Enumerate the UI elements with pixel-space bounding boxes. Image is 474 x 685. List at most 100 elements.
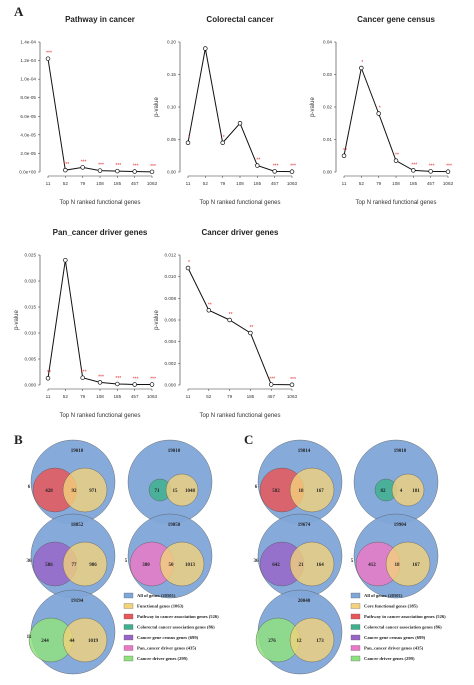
x-tick-label: 11 <box>186 394 191 399</box>
legend-swatch <box>350 603 361 609</box>
legend-swatch <box>350 592 361 599</box>
line-chart-4: Pan_cancer driver genes 0.000 0.005 0.010 0.… <box>14 228 158 419</box>
y-axis-label: p-value <box>14 310 20 330</box>
x-tick-label: 79 <box>80 394 86 399</box>
legend-swatch <box>123 624 134 630</box>
venn-overlap-count: 4 <box>400 489 403 494</box>
y-tick-label: 0.005 <box>25 357 37 362</box>
x-tick-label: 11 <box>46 181 51 186</box>
venn-c-3: 19674 36 642 21 164 <box>254 513 343 599</box>
y-tick-label: 0.00 <box>167 170 176 175</box>
venn-right-count: 167 <box>412 563 420 568</box>
venn-inner-count: 642 <box>272 563 280 568</box>
x-tick-label: 52 <box>63 181 69 186</box>
data-point <box>63 167 68 173</box>
legend-swatch <box>123 613 134 620</box>
significance-label: *** <box>81 370 87 376</box>
x-tick-label: 11 <box>46 394 51 399</box>
x-tick-label: 457 <box>267 394 275 399</box>
venn-b-2: 19010 71 15 1048 <box>127 439 213 525</box>
x-tick-label: 52 <box>63 394 69 399</box>
significance-label: ** <box>343 148 347 154</box>
venn-right-count: 971 <box>89 489 97 494</box>
venn-functional-set <box>391 473 425 507</box>
data-point <box>45 56 51 61</box>
significance-label: *** <box>273 163 279 169</box>
y-tick-label: 2.0e-05 <box>20 151 36 156</box>
y-tick-label: 0.004 <box>165 339 177 344</box>
legend-entry: Pan_cancer driver genes (435) <box>364 646 424 651</box>
venn-total-count: 19674 <box>298 523 311 528</box>
significance-label: *** <box>150 164 156 170</box>
legend-entry: Cancer driver genes (299) <box>137 656 188 661</box>
venn-total-count: 19050 <box>168 523 181 528</box>
data-point <box>428 169 433 174</box>
x-tick-label: 79 <box>80 181 86 186</box>
data-point <box>206 308 212 313</box>
data-point <box>376 111 381 116</box>
venn-overlap-count: 50 <box>169 563 175 568</box>
legend-swatch <box>350 613 361 620</box>
x-tick-label: 185 <box>247 394 255 399</box>
y-tick-label: 0.05 <box>167 137 176 142</box>
venn-overlap-count: 18 <box>395 563 401 568</box>
x-tick-label: 1063 <box>147 181 158 186</box>
venn-right-count: 1019 <box>88 639 99 644</box>
chart-title: Cancer gene census <box>357 15 435 24</box>
venn-left-count: 36 <box>27 559 33 564</box>
venn-c-1: 19814 6 502 18 167 <box>255 439 343 525</box>
venn-inner-count: 412 <box>368 563 376 568</box>
panel-label-c: C <box>244 432 254 447</box>
significance-label: *** <box>290 164 296 170</box>
data-point <box>97 168 103 173</box>
data-point <box>63 257 68 263</box>
x-tick-label: 108 <box>236 181 244 186</box>
venn-total-count: 19010 <box>394 449 407 454</box>
venn-functional-set <box>165 473 199 507</box>
line-chart-1: Pathway in cancer 0.0e+00 2.0e-05 4.0e-05 6.… <box>19 15 157 206</box>
legend-entry: Pathway in cancer association genes (526… <box>364 614 446 619</box>
y-tick-label: 6.0e-05 <box>20 114 36 119</box>
legend-c: All of genes (20501) Core functional gene… <box>350 592 446 662</box>
venn-inner-count: 502 <box>272 489 280 494</box>
venn-right-count: 167 <box>316 489 324 494</box>
significance-label: ** <box>256 158 260 164</box>
venn-right-count: 1013 <box>185 563 196 568</box>
venn-overlap-count: 12 <box>297 639 303 644</box>
x-axis-label: Top N ranked functional genes <box>199 200 280 206</box>
data-point <box>97 380 103 385</box>
series-line <box>47 260 152 385</box>
x-tick-label: 185 <box>253 181 261 186</box>
significance-label: ** <box>249 325 253 331</box>
venn-total-count: 19904 <box>394 523 407 528</box>
legend-entry: Colorectal cancer association genes (86) <box>137 625 215 630</box>
data-point <box>80 375 85 380</box>
chart-title: Pathway in cancer <box>65 15 135 24</box>
y-tick-label: 0.04 <box>323 40 332 45</box>
y-tick-label: 0.002 <box>165 361 177 366</box>
y-tick-label: 0.010 <box>25 331 37 336</box>
y-tick-label: 0.15 <box>167 72 176 77</box>
y-tick-label: 0.020 <box>25 279 37 284</box>
y-tick-label: 0.03 <box>323 72 332 77</box>
line-chart-3: Cancer gene census 0.00 0.01 0.02 0.03 0.04 11… <box>310 15 454 206</box>
legend-swatch <box>350 624 361 630</box>
venn-inner-count: 586 <box>45 563 53 568</box>
x-tick-label: 79 <box>227 394 233 399</box>
y-axis-label: p-value <box>154 310 160 330</box>
legend-swatch <box>123 634 134 641</box>
venn-left-count: 36 <box>254 559 260 564</box>
y-tick-label: 0.010 <box>165 274 177 279</box>
significance-label: *** <box>115 376 121 382</box>
venn-inner-count: 82 <box>381 489 387 494</box>
data-point <box>45 375 51 381</box>
significance-label: * <box>188 135 190 141</box>
y-tick-label: 0.025 <box>25 253 37 258</box>
data-point <box>289 382 295 388</box>
y-tick-label: 0.0e+00 <box>19 170 36 175</box>
x-tick-label: 457 <box>131 394 139 399</box>
significance-label: *** <box>411 162 417 168</box>
legend-entry: Colorectal cancer association genes (86) <box>364 625 442 630</box>
panel-label-b: B <box>14 432 23 447</box>
significance-label: *** <box>98 163 104 169</box>
